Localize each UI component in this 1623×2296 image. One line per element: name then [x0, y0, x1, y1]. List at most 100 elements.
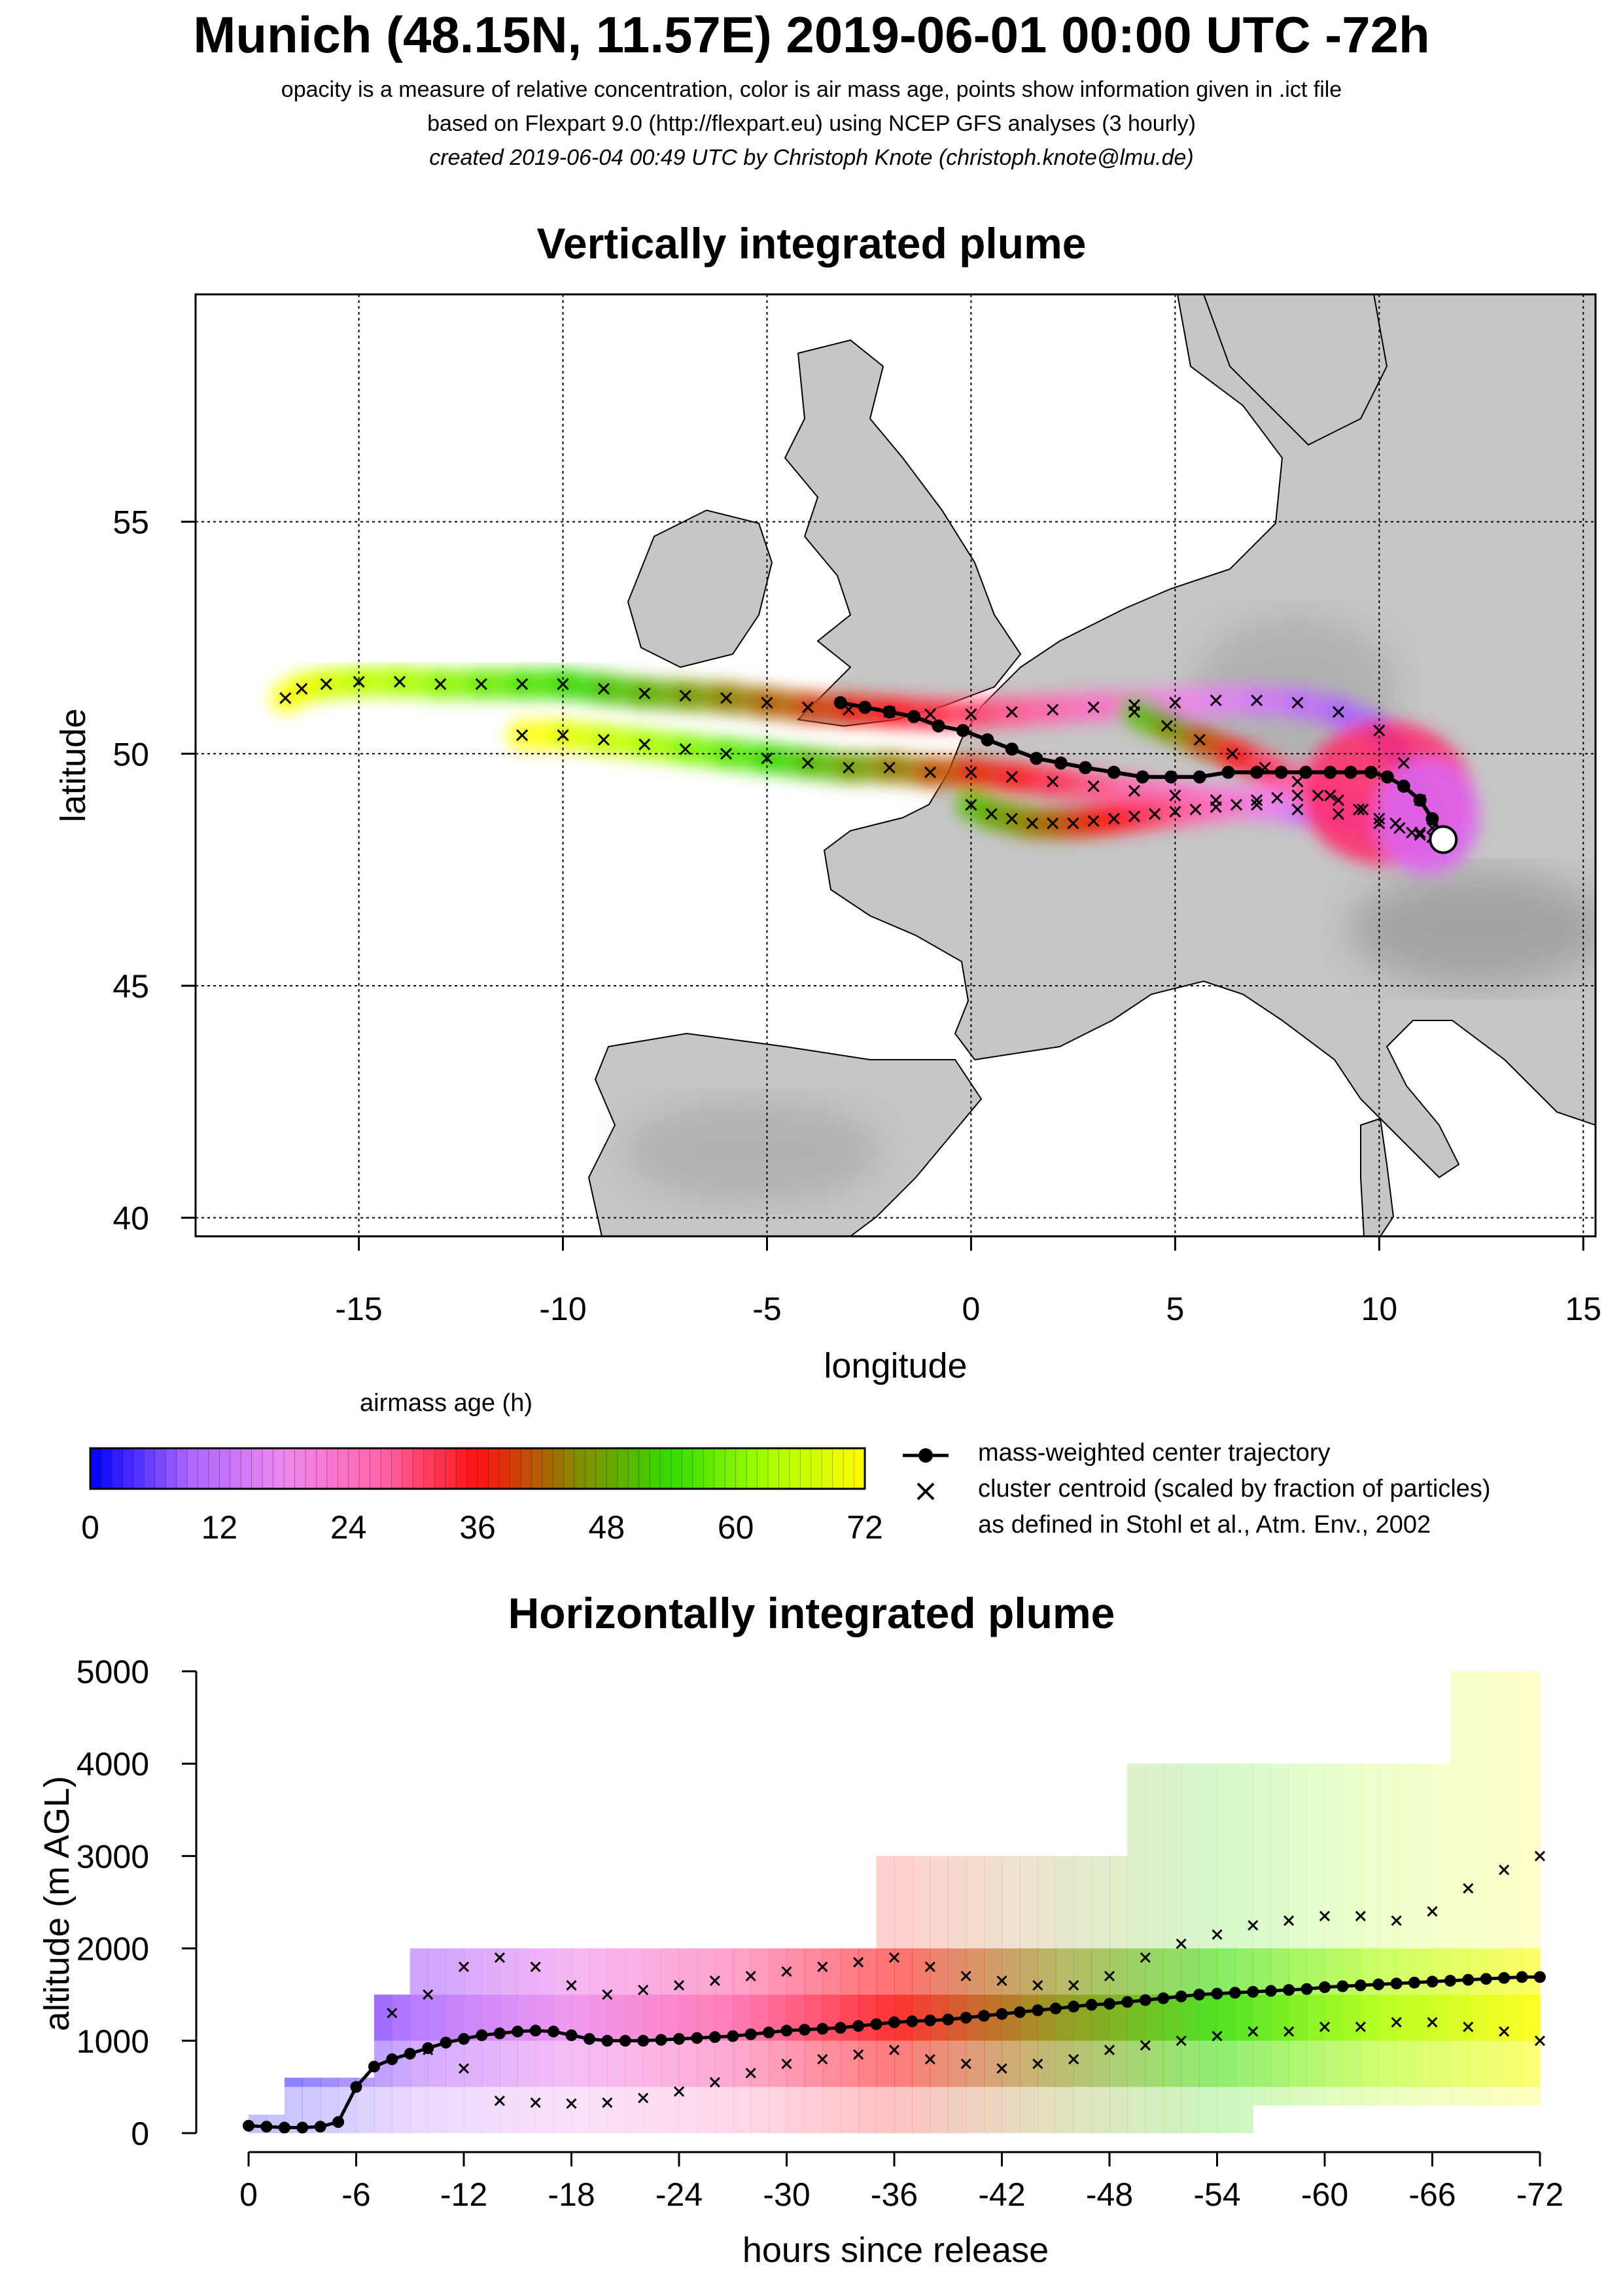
- altitude-cell: [553, 2087, 572, 2133]
- altitude-cell: [1163, 2087, 1182, 2133]
- altitude-cluster-marker: [638, 2093, 649, 2104]
- colorbar-bin: [650, 1448, 661, 1489]
- x-tick-label: -30: [763, 2176, 810, 2213]
- altitude-cell: [1306, 2040, 1325, 2087]
- altitude-cell: [1432, 1994, 1451, 2041]
- colorbar-bin: [703, 1448, 715, 1489]
- altitude-cluster-marker: [781, 2059, 792, 2070]
- altitude-cell: [553, 2040, 572, 2087]
- altitude-cell: [1468, 2087, 1487, 2106]
- altitude-cell: [858, 1994, 877, 2041]
- altitude-cell: [1217, 1948, 1236, 1995]
- center-trajectory-point: [1136, 770, 1149, 784]
- colorbar-bin: [768, 1448, 779, 1489]
- x-tick-label: -36: [871, 2176, 918, 2213]
- cluster-centroid-marker: [516, 678, 529, 690]
- altitude-cell: [1289, 2040, 1308, 2087]
- legend-dot-symbol: [918, 1448, 933, 1463]
- altitude-cell: [1504, 1948, 1523, 1995]
- altitude-cell: [1325, 2040, 1344, 2087]
- x-tick-label: -12: [440, 2176, 487, 2213]
- colorbar-bin: [520, 1448, 532, 1489]
- altitude-cell: [1109, 1856, 1128, 1949]
- colorbar-bin: [606, 1448, 618, 1489]
- altitude-panel-title: Horizontally integrated plume: [508, 1589, 1115, 1637]
- altitude-cell: [1019, 1994, 1038, 2041]
- altitude-cluster-marker: [709, 1975, 720, 1987]
- altitude-cell: [714, 1948, 733, 1995]
- altitude-cell: [1360, 1994, 1379, 2041]
- colorbar-tick-label: 36: [459, 1509, 496, 1546]
- altitude-cell: [804, 2040, 823, 2087]
- altitude-cell: [786, 2087, 805, 2133]
- colorbar-bin: [789, 1448, 801, 1489]
- release-point-marker: [1429, 825, 1458, 854]
- altitude-cluster-marker: [458, 2063, 470, 2074]
- altitude-cell: [428, 1994, 447, 2041]
- x-tick-label: -60: [1301, 2176, 1348, 2213]
- altitude-center-point: [942, 2013, 954, 2026]
- altitude-cluster-marker: [745, 2068, 756, 2079]
- cluster-centroid-marker: [1397, 757, 1410, 769]
- cluster-centroid-marker: [1005, 706, 1018, 718]
- altitude-center-point: [1408, 1976, 1421, 1989]
- altitude-cell: [894, 2087, 913, 2133]
- colorbar-tick-label: 24: [330, 1509, 367, 1546]
- cluster-centroid-marker: [1291, 790, 1304, 802]
- cluster-centroid-marker: [1373, 724, 1386, 737]
- altitude-cell: [1253, 2087, 1272, 2106]
- colorbar-bin: [154, 1448, 166, 1489]
- cluster-centroid-marker: [843, 761, 855, 774]
- altitude-cell: [535, 1948, 554, 1995]
- altitude-cell: [1432, 1948, 1451, 1995]
- colorbar-bin: [466, 1448, 478, 1489]
- altitude-cell: [517, 1948, 536, 1995]
- cluster-centroid-marker: [679, 689, 691, 702]
- colorbar-bin: [800, 1448, 812, 1489]
- colorbar-bin: [326, 1448, 338, 1489]
- altitude-cluster-marker: [1104, 2044, 1115, 2055]
- altitude-cluster-marker: [888, 2044, 900, 2055]
- altitude-cell: [625, 1994, 644, 2041]
- center-trajectory-point: [1079, 761, 1092, 774]
- altitude-cell: [894, 1948, 913, 1995]
- altitude-center-point: [1462, 1974, 1475, 1986]
- altitude-cell: [966, 1948, 985, 1995]
- cluster-centroid-marker: [1128, 810, 1141, 823]
- altitude-cell: [1199, 1948, 1218, 1995]
- altitude-cell: [1073, 1856, 1092, 1949]
- page-title: Munich (48.15N, 11.57E) 2019-06-01 00:00…: [193, 6, 1430, 63]
- altitude-cell: [1002, 1948, 1021, 1995]
- cluster-centroid-marker: [320, 678, 332, 690]
- cluster-centroid-marker: [924, 766, 937, 778]
- altitude-cell: [445, 2040, 464, 2087]
- altitude-cluster-marker: [817, 2053, 828, 2065]
- altitude-cell: [1522, 2040, 1541, 2087]
- colorbar-tick-label: 72: [846, 1509, 883, 1546]
- colorbar-bin: [843, 1448, 855, 1489]
- altitude-center-point: [243, 2119, 254, 2132]
- altitude-cell: [1217, 1764, 1236, 1949]
- cluster-centroid-marker: [1312, 790, 1324, 802]
- altitude-center-point: [1175, 1991, 1187, 2003]
- cluster-centroid-marker: [761, 697, 773, 709]
- colorbar-title: airmass age (h): [360, 1389, 532, 1417]
- altitude-cluster-marker: [494, 1952, 505, 1963]
- x-tick-label: 10: [1361, 1291, 1398, 1327]
- altitude-cell: [1234, 2087, 1253, 2133]
- altitude-cell: [1199, 2087, 1218, 2133]
- altitude-cell: [499, 1948, 518, 1995]
- altitude-cell: [786, 2040, 805, 2087]
- cluster-centroid-marker: [720, 692, 733, 704]
- center-trajectory-point: [981, 733, 994, 746]
- altitude-cluster-marker: [673, 2086, 685, 2097]
- center-trajectory-point: [1107, 765, 1121, 779]
- center-trajectory-point: [1221, 765, 1235, 779]
- altitude-cell: [1432, 1764, 1451, 1949]
- terrain-alps: [1348, 870, 1596, 988]
- center-trajectory-point: [1005, 742, 1019, 756]
- altitude-cluster-marker: [1068, 2053, 1079, 2065]
- altitude-cell: [499, 2040, 518, 2087]
- colorbar-bin: [187, 1448, 198, 1489]
- cluster-centroid-marker: [1332, 794, 1345, 807]
